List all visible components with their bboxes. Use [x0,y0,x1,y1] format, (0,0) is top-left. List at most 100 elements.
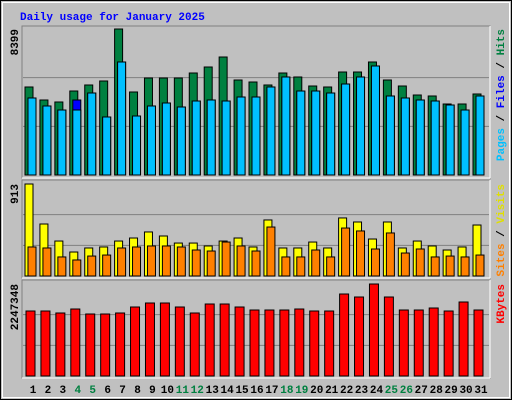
bar [415,248,425,277]
bar [87,255,97,277]
y-tick-label: 8399 [10,29,22,55]
bar [117,247,127,277]
bar [309,310,320,377]
bar [191,249,201,277]
series-label: Pages / Files / Hits [496,29,508,161]
y-tick-label: 913 [10,184,22,204]
bar [458,301,469,377]
bar [57,109,67,176]
bar [234,306,245,377]
label-separator: / [496,108,508,128]
legend-entry: Visits [496,184,508,224]
bar [27,246,37,277]
bar [25,310,36,377]
x-tick-label: 27 [415,385,428,397]
y-tick-label: 2247348 [10,284,22,331]
bar [385,95,395,176]
bar [311,90,321,176]
bar [87,92,97,176]
bar [475,254,485,277]
bar [174,306,185,377]
x-tick-label: 12 [191,385,204,397]
bar [445,104,455,176]
bar [264,309,275,377]
bar [370,65,380,176]
x-tick-label: 26 [400,385,413,397]
legend-entry: Sites [496,243,508,276]
bar [219,303,230,377]
bar [430,100,440,176]
bar [206,99,216,176]
bar [132,115,142,176]
x-tick-label: 11 [176,385,190,397]
bar [221,241,231,277]
x-tick-label: 16 [250,385,263,397]
bar [204,303,215,377]
x-tick-label: 29 [445,385,458,397]
bar [251,96,261,176]
bar [326,256,336,277]
x-tick-label: 20 [310,385,323,397]
bar [176,246,186,277]
bar [443,310,454,377]
bar [370,248,380,277]
bar [296,256,306,277]
bar [356,230,366,277]
bar [102,254,112,277]
bar [55,312,66,377]
series-label: Sites / Visits [496,184,508,276]
x-tick-label: 30 [459,385,472,397]
bar [281,76,291,176]
legend-entry: Files [496,75,508,108]
bar [430,256,440,277]
legend-entry: Pages [496,128,508,161]
bar [460,256,470,277]
bar [445,255,455,277]
bar [42,247,52,277]
bar [70,308,81,377]
bar [40,310,51,377]
bar [460,109,470,176]
bar [281,256,291,277]
bar [296,90,306,176]
bar [339,293,350,377]
bar [132,246,142,277]
bar [130,306,141,377]
x-tick-label: 5 [89,385,96,397]
x-tick-label: 23 [355,385,369,397]
bar [146,245,156,277]
bar [356,76,366,176]
x-tick-label: 19 [295,385,308,397]
bar [398,309,409,377]
bar [42,105,52,176]
bar [428,307,439,377]
x-tick-label: 21 [325,385,339,397]
bar [144,302,155,377]
x-tick-label: 7 [119,385,126,397]
label-separator: / [496,55,508,75]
bar [72,259,82,277]
x-tick-label: 3 [60,385,67,397]
bar [326,92,336,176]
x-tick-label: 18 [280,385,294,397]
bar [400,252,410,277]
x-tick-label: 24 [370,385,384,397]
bar [206,250,216,277]
bar [117,61,127,176]
bar [341,227,351,277]
bar [221,100,231,176]
bar [27,97,37,176]
bar [385,232,395,277]
x-tick-label: 6 [104,385,111,397]
bar [266,226,276,277]
bar [324,310,335,377]
bar [473,309,484,377]
bar [72,109,82,176]
x-tick-label: 25 [385,385,399,397]
x-tick-label: 15 [235,385,249,397]
bar [176,106,186,176]
x-tick-label: 22 [340,385,353,397]
bar [115,312,126,377]
x-tick-label: 9 [149,385,156,397]
